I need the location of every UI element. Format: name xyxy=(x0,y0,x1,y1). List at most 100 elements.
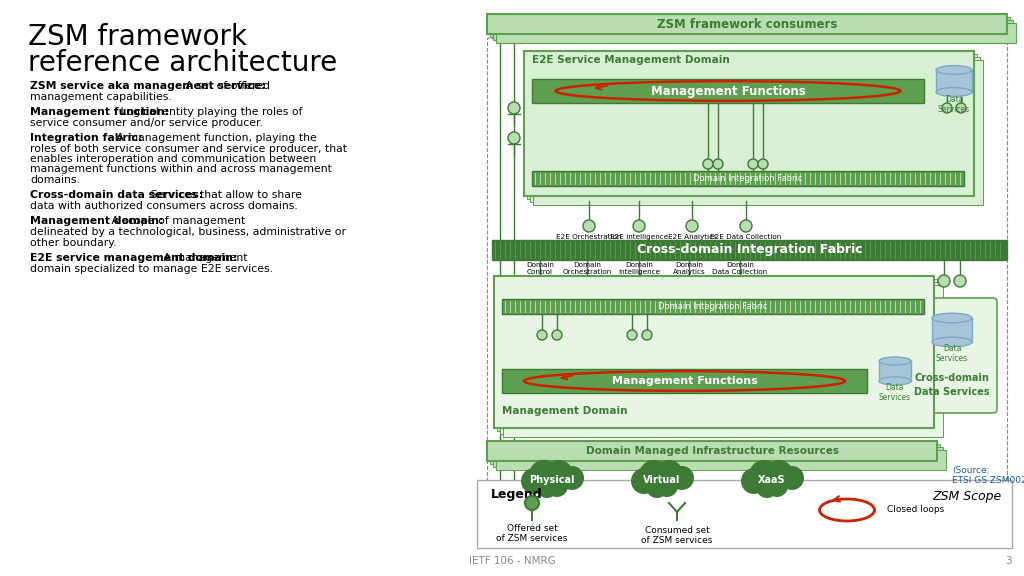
FancyBboxPatch shape xyxy=(500,282,940,434)
Text: Cross-domain data services:: Cross-domain data services: xyxy=(30,191,203,200)
Circle shape xyxy=(537,330,547,340)
Text: reference architecture: reference architecture xyxy=(28,49,337,77)
Text: Domain
Control: Domain Control xyxy=(526,262,554,275)
FancyBboxPatch shape xyxy=(534,60,983,205)
Text: domains.: domains. xyxy=(30,175,80,185)
Circle shape xyxy=(655,460,683,488)
Circle shape xyxy=(552,330,562,340)
FancyBboxPatch shape xyxy=(532,171,964,186)
Text: Cross-domain
Data Services: Cross-domain Data Services xyxy=(914,373,990,397)
FancyBboxPatch shape xyxy=(879,361,911,381)
Circle shape xyxy=(765,460,793,488)
Text: E2E Intelligence: E2E Intelligence xyxy=(610,234,668,240)
Text: Management domain:: Management domain: xyxy=(30,217,164,226)
Text: Domain Integration Fabric: Domain Integration Fabric xyxy=(658,302,768,311)
Text: management capabilities.: management capabilities. xyxy=(30,92,172,101)
FancyBboxPatch shape xyxy=(497,279,937,431)
FancyBboxPatch shape xyxy=(496,450,946,470)
FancyBboxPatch shape xyxy=(524,51,974,196)
Ellipse shape xyxy=(936,66,972,74)
Text: Virtual: Virtual xyxy=(643,475,681,485)
Text: ZSM Scope: ZSM Scope xyxy=(933,490,1002,503)
Text: delineated by a technological, business, administrative or: delineated by a technological, business,… xyxy=(30,227,346,237)
Circle shape xyxy=(525,496,539,510)
Circle shape xyxy=(546,475,568,497)
Circle shape xyxy=(534,297,546,309)
FancyBboxPatch shape xyxy=(496,23,1016,43)
Text: enables interoperation and communication between: enables interoperation and communication… xyxy=(30,154,316,164)
Circle shape xyxy=(748,159,758,169)
FancyBboxPatch shape xyxy=(502,369,867,393)
Text: Domain Managed Infrastructure Resources: Domain Managed Infrastructure Resources xyxy=(586,446,839,456)
Circle shape xyxy=(758,159,768,169)
Text: Domain
Intelligence: Domain Intelligence xyxy=(617,262,660,275)
FancyBboxPatch shape xyxy=(493,20,1013,40)
FancyBboxPatch shape xyxy=(477,480,1012,548)
Text: Services that allow to share: Services that allow to share xyxy=(147,191,302,200)
FancyBboxPatch shape xyxy=(527,54,977,199)
Text: Data
Services: Data Services xyxy=(938,95,970,115)
Text: Management Functions: Management Functions xyxy=(650,85,805,97)
Text: Domain
Analytics: Domain Analytics xyxy=(673,262,706,275)
FancyBboxPatch shape xyxy=(936,70,972,92)
Text: E2E Data Collection: E2E Data Collection xyxy=(711,234,781,240)
Circle shape xyxy=(639,460,669,490)
Circle shape xyxy=(703,159,713,169)
Text: Closed loops: Closed loops xyxy=(887,506,944,514)
Circle shape xyxy=(633,297,645,309)
Circle shape xyxy=(560,466,584,490)
FancyBboxPatch shape xyxy=(530,57,980,202)
Text: ZSM framework consumers: ZSM framework consumers xyxy=(656,17,838,31)
Text: A scope of management: A scope of management xyxy=(109,217,246,226)
Circle shape xyxy=(536,476,558,498)
FancyBboxPatch shape xyxy=(490,17,1010,37)
Circle shape xyxy=(756,476,778,498)
Text: data with authorized consumers across domains.: data with authorized consumers across do… xyxy=(30,201,298,211)
FancyBboxPatch shape xyxy=(487,441,937,461)
Circle shape xyxy=(521,468,547,494)
Circle shape xyxy=(734,297,746,309)
Circle shape xyxy=(508,132,520,144)
Text: Consumed set
of ZSM services: Consumed set of ZSM services xyxy=(641,526,713,545)
Text: IETF 106 - NMRG: IETF 106 - NMRG xyxy=(469,556,555,566)
Circle shape xyxy=(656,475,678,497)
Circle shape xyxy=(631,468,657,494)
Text: Management function:: Management function: xyxy=(30,107,169,117)
Text: Management Domain: Management Domain xyxy=(502,406,628,416)
Text: Domain Integration Fabric: Domain Integration Fabric xyxy=(693,174,803,183)
Text: Data
Services: Data Services xyxy=(936,344,968,363)
FancyBboxPatch shape xyxy=(493,447,943,467)
Circle shape xyxy=(583,220,595,232)
Circle shape xyxy=(942,103,952,113)
Circle shape xyxy=(956,103,966,113)
FancyBboxPatch shape xyxy=(907,298,997,413)
Text: management functions within and across management: management functions within and across m… xyxy=(30,165,332,175)
Circle shape xyxy=(740,220,752,232)
FancyBboxPatch shape xyxy=(494,276,934,428)
FancyBboxPatch shape xyxy=(487,14,1007,34)
Circle shape xyxy=(646,476,668,498)
Text: E2E Orchestration: E2E Orchestration xyxy=(556,234,622,240)
Text: ZSM service aka management service:: ZSM service aka management service: xyxy=(30,81,266,91)
FancyBboxPatch shape xyxy=(532,79,924,103)
Circle shape xyxy=(545,460,573,488)
Text: A management: A management xyxy=(161,253,248,263)
Circle shape xyxy=(508,102,520,114)
Circle shape xyxy=(954,275,966,287)
Text: service consumer and/or service producer.: service consumer and/or service producer… xyxy=(30,118,263,127)
Circle shape xyxy=(529,460,559,490)
Text: XaaS: XaaS xyxy=(758,475,785,485)
Text: roles of both service consumer and service producer, that: roles of both service consumer and servi… xyxy=(30,143,347,153)
Text: A set of offered: A set of offered xyxy=(182,81,270,91)
Circle shape xyxy=(780,466,804,490)
Text: domain specialized to manage E2E services.: domain specialized to manage E2E service… xyxy=(30,263,273,274)
Text: Domain
Orchestration: Domain Orchestration xyxy=(562,262,611,275)
Text: 3: 3 xyxy=(1006,556,1012,566)
Circle shape xyxy=(627,330,637,340)
FancyBboxPatch shape xyxy=(492,240,1007,260)
Circle shape xyxy=(766,475,788,497)
Text: Cross-domain Integration Fabric: Cross-domain Integration Fabric xyxy=(637,244,862,256)
Text: Logical entity playing the roles of: Logical entity playing the roles of xyxy=(117,107,302,117)
Text: Domain
Data Collection: Domain Data Collection xyxy=(713,262,768,275)
Circle shape xyxy=(686,220,698,232)
